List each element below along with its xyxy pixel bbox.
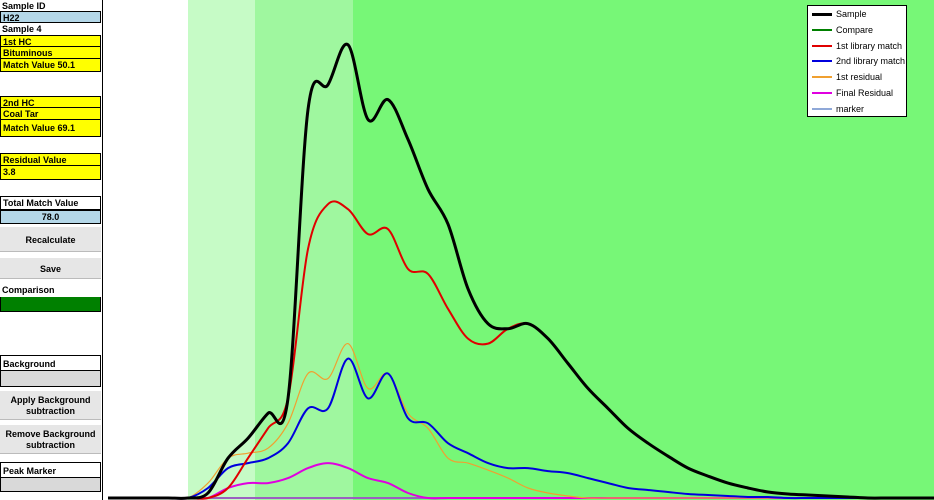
save-button[interactable]: Save [0,257,101,279]
background-band-light [188,0,255,500]
legend-swatch [812,28,832,31]
legend-swatch [812,60,832,63]
series-layer [108,42,934,500]
background-field[interactable] [0,371,101,387]
hc1-label: 1st HC [0,35,101,47]
background-label: Background [0,355,101,371]
legend-swatch [812,44,832,47]
comparison-label: Comparison [0,284,101,297]
hc2-match-value: Match Value 69.1 [0,120,101,137]
legend-label: Compare [836,24,874,35]
apply-background-button[interactable]: Apply Background subtraction [0,390,101,420]
legend-label: 1st library match [836,40,903,51]
comparison-swatch[interactable] [0,297,101,312]
series-line-sample [108,42,934,500]
residual-value: 3.8 [0,166,101,180]
sample-name: Sample 4 [0,23,101,35]
background-band-mid [255,0,353,500]
remove-background-button[interactable]: Remove Background subtraction [0,424,101,454]
peak-marker-field[interactable] [0,478,101,492]
sample-id-field[interactable]: H22 [0,11,101,23]
legend-label: 1st residual [836,72,883,83]
peak-marker-label: Peak Marker [0,462,101,478]
total-match-label: Total Match Value [0,196,101,210]
legend-label: marker [836,103,865,114]
series-line-lib2 [108,357,934,500]
legend-swatch [812,13,832,16]
legend-label: Sample [836,9,867,19]
hc2-type: Coal Tar [0,108,101,120]
legend-swatch [812,107,832,110]
hc1-match-value: Match Value 50.1 [0,59,101,72]
hc2-label: 2nd HC [0,96,101,108]
control-panel: Sample ID H22 Sample 4 1st HC Bituminous… [0,0,103,500]
chart-legend: Sample Compare 1st library match 2nd librar… [807,5,907,117]
legend-swatch [812,76,832,79]
legend-label: Final Residual [836,88,894,98]
hc1-type: Bituminous [0,47,101,59]
legend-label: 2nd library match [836,56,906,67]
background-band-white [108,0,188,500]
recalculate-button[interactable]: Recalculate [0,226,101,252]
sample-id-label: Sample ID [0,0,101,11]
residual-label: Residual Value [0,153,101,166]
legend-swatch [812,92,832,94]
total-match-value: 78.0 [0,210,101,224]
